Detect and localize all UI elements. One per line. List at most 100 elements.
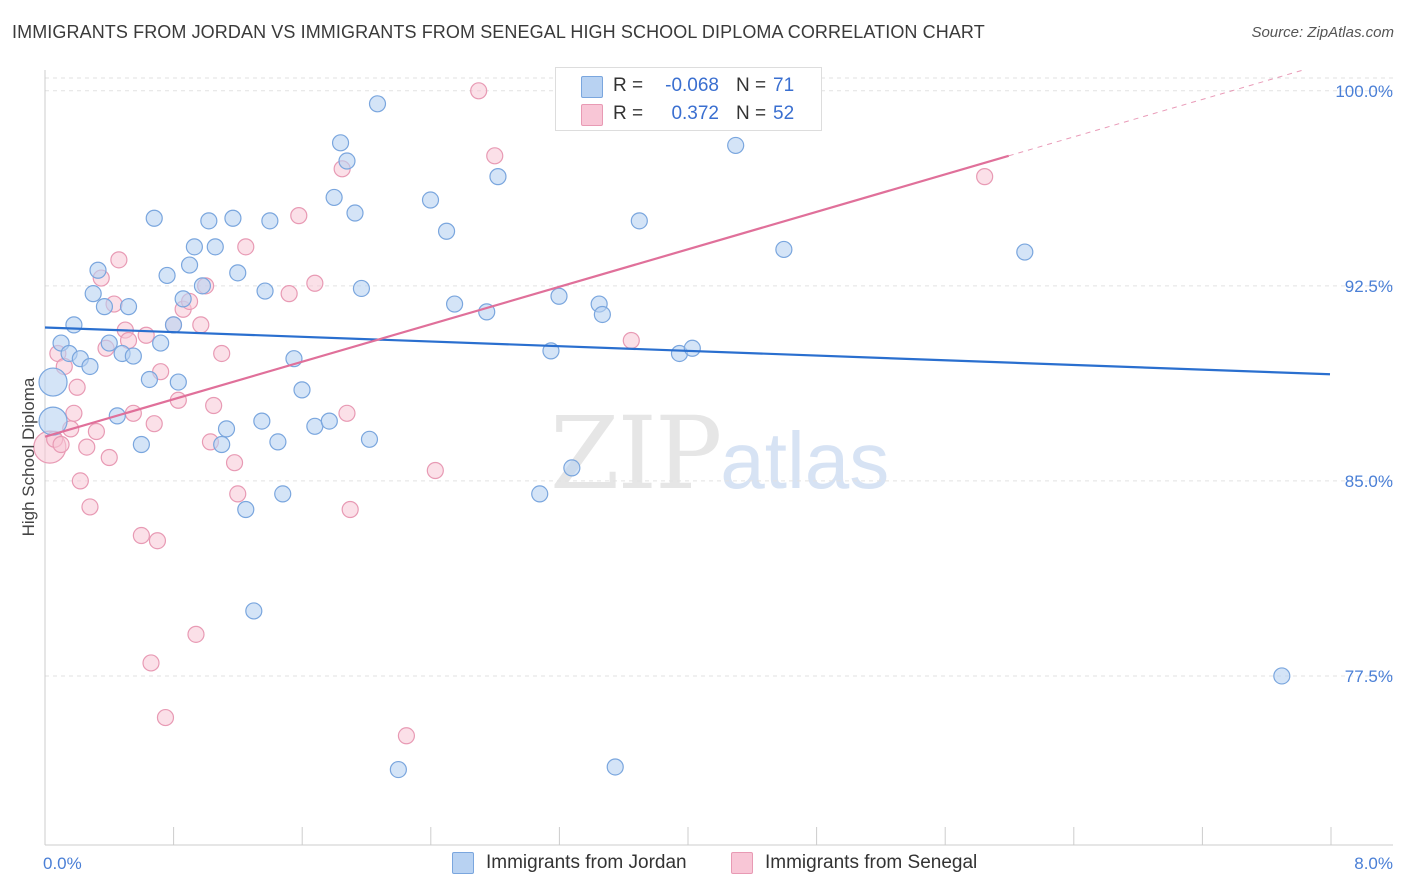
chart-title: IMMIGRANTS FROM JORDAN VS IMMIGRANTS FRO… <box>12 22 985 42</box>
jordan-point <box>38 367 68 397</box>
jordan-legend-swatch <box>452 852 474 874</box>
jordan-point <box>360 430 379 448</box>
jordan-point <box>174 290 192 308</box>
senegal-legend-label: Immigrants from Senegal <box>765 852 978 873</box>
senegal-trend-extension <box>1008 69 1304 157</box>
r-label: R = <box>613 75 644 96</box>
jordan-point <box>81 357 99 376</box>
y-tick-label: 92.5% <box>1345 277 1393 296</box>
senegal-point <box>229 485 247 503</box>
jordan-point <box>245 602 263 620</box>
jordan-point <box>217 420 236 438</box>
jordan-point <box>193 277 212 295</box>
jordan-point <box>95 298 114 316</box>
senegal-point <box>205 396 223 415</box>
x-tick-label: 8.0% <box>1354 854 1393 873</box>
senegal-legend-swatch <box>731 852 753 874</box>
jordan-point <box>140 370 159 389</box>
bottom-legend: Immigrants from Jordan Immigrants from S… <box>0 852 1406 878</box>
jordan-point <box>256 282 274 300</box>
y-tick-label: 77.5% <box>1345 667 1393 686</box>
series-senegal <box>33 82 994 745</box>
jordan-point <box>389 760 407 779</box>
jordan-point <box>775 240 793 259</box>
jordan-point <box>593 305 611 324</box>
jordan-point <box>727 136 745 155</box>
jordan-point <box>630 212 648 230</box>
jordan-point <box>164 316 183 334</box>
jordan-point <box>224 209 242 227</box>
jordan-point <box>229 264 247 282</box>
senegal-point <box>110 251 128 269</box>
jordan-point <box>445 295 464 313</box>
senegal-point <box>192 316 210 334</box>
jordan-point <box>306 417 324 435</box>
jordan-point <box>200 212 218 230</box>
jordan-point <box>237 500 255 519</box>
jordan-point <box>145 209 163 227</box>
senegal-point <box>81 498 99 516</box>
senegal-point <box>145 415 163 433</box>
senegal-point <box>306 274 324 292</box>
series-jordan <box>38 82 1291 779</box>
senegal-point <box>187 625 205 643</box>
n-label: N = <box>736 103 767 124</box>
jordan-point <box>169 373 187 391</box>
jordan-point <box>1016 243 1034 261</box>
jordan-point <box>437 222 456 240</box>
stats-row-senegal: R = 0.372 N = 52 <box>556 101 821 127</box>
watermark-zip: ZIP <box>550 395 722 512</box>
stats-row-jordan: R = -0.068 N = 71 <box>556 73 821 99</box>
senegal-swatch <box>581 104 603 126</box>
source-label: Source: ZipAtlas.com <box>1251 24 1394 41</box>
n-value: 52 <box>773 103 795 124</box>
r-label: R = <box>613 103 644 124</box>
jordan-point <box>563 459 581 477</box>
jordan-point <box>606 758 624 776</box>
jordan-swatch <box>581 76 603 98</box>
senegal-point <box>65 404 83 422</box>
senegal-point <box>237 238 255 256</box>
jordan-point <box>489 168 507 186</box>
jordan-point <box>100 334 118 352</box>
senegal-point <box>622 331 640 350</box>
r-value: 0.372 <box>671 103 719 124</box>
senegal-point <box>156 708 175 727</box>
senegal-trend-line <box>44 154 1010 438</box>
jordan-point <box>185 238 203 256</box>
jordan-point <box>550 287 568 305</box>
jordan-point <box>325 188 343 207</box>
legend-item-senegal[interactable]: Immigrants from Senegal <box>731 852 977 874</box>
senegal-point <box>290 207 308 225</box>
senegal-point <box>338 404 356 422</box>
jordan-point <box>683 339 701 357</box>
jordan-point <box>352 279 371 298</box>
jordan-point <box>132 435 150 454</box>
senegal-point <box>78 438 96 456</box>
legend-item-jordan[interactable]: Immigrants from Jordan <box>452 852 687 874</box>
watermark: ZIPatlas <box>550 395 889 512</box>
jordan-point <box>213 435 231 454</box>
trend-lines <box>44 69 1331 438</box>
jordan-point <box>261 212 279 230</box>
jordan-point <box>269 433 287 451</box>
senegal-point <box>71 472 89 490</box>
jordan-point <box>253 412 271 430</box>
jordan-point <box>421 191 440 209</box>
stats-legend: R = -0.068 N = 71 R = 0.372 N = 52 <box>555 67 822 131</box>
jordan-trend-line <box>44 326 1331 376</box>
senegal-point <box>148 532 167 550</box>
senegal-point <box>470 82 488 100</box>
senegal-point <box>100 448 118 467</box>
axes <box>44 70 1393 846</box>
jordan-legend-label: Immigrants from Jordan <box>486 852 687 873</box>
jordan-point <box>180 256 199 274</box>
senegal-point <box>142 654 160 672</box>
jordan-point <box>158 266 176 285</box>
jordan-point <box>65 316 83 334</box>
jordan-point <box>338 152 356 170</box>
axis-labels: 77.5% 85.0% 92.5% 100.0% 0.0% 8.0% High School… <box>19 82 1393 873</box>
jordan-point <box>293 381 311 399</box>
senegal-point <box>976 168 994 186</box>
x-tick-label: 0.0% <box>43 854 82 873</box>
